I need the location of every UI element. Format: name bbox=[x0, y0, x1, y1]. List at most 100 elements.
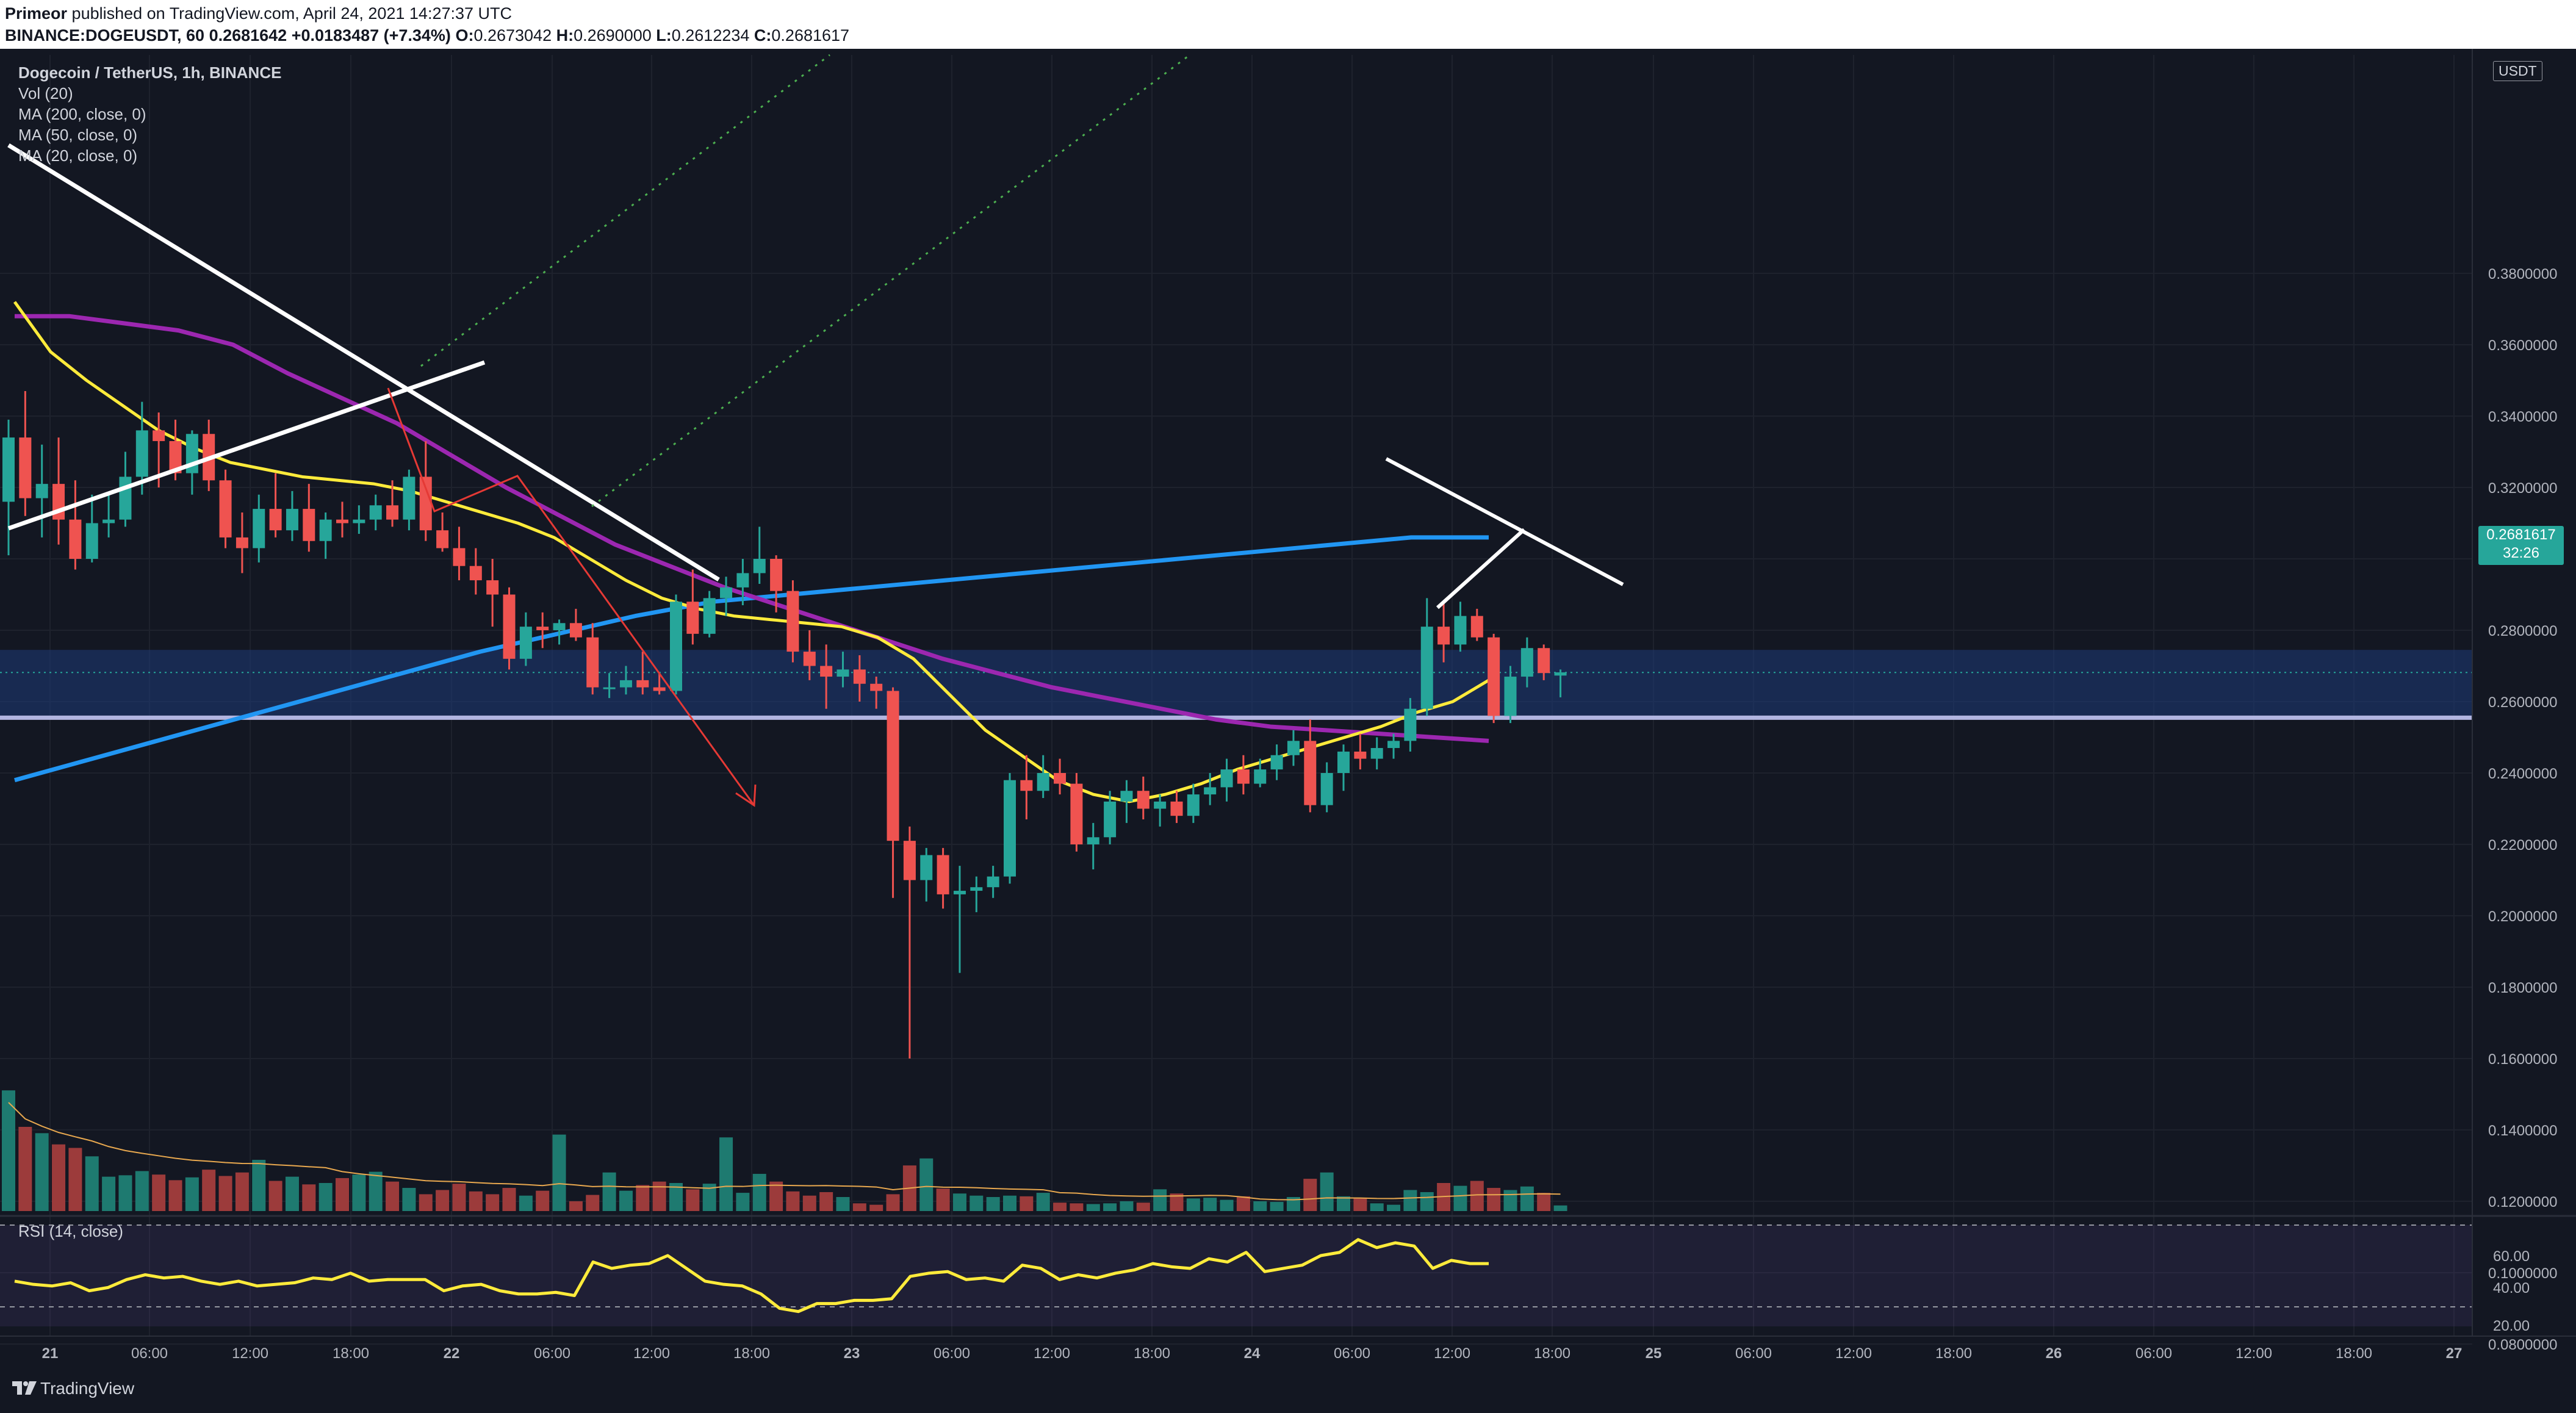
legend-item-ma200[interactable]: MA (200, close, 0) bbox=[18, 105, 146, 123]
candle-body[interactable] bbox=[1554, 672, 1567, 676]
candle-body[interactable] bbox=[436, 530, 449, 548]
candle-body[interactable] bbox=[119, 476, 132, 520]
candle-body[interactable] bbox=[553, 623, 566, 630]
candle-body[interactable] bbox=[870, 683, 883, 691]
drawings[interactable] bbox=[7, 54, 1624, 807]
candle-body[interactable] bbox=[1004, 780, 1016, 877]
downtrend-line[interactable] bbox=[7, 143, 720, 581]
candle-body[interactable] bbox=[803, 652, 816, 666]
candle-body[interactable] bbox=[1504, 677, 1517, 716]
candle-body[interactable] bbox=[135, 430, 148, 477]
author-name[interactable]: Primeor bbox=[5, 4, 68, 23]
candle-body[interactable] bbox=[486, 580, 499, 595]
projection-arrow[interactable] bbox=[387, 387, 755, 806]
candle-body[interactable] bbox=[853, 669, 866, 684]
candle-body[interactable] bbox=[1420, 627, 1433, 709]
candle-body[interactable] bbox=[269, 509, 282, 531]
tradingview-logo-icon[interactable] bbox=[11, 1378, 38, 1398]
candle-body[interactable] bbox=[736, 573, 749, 588]
candle-body[interactable] bbox=[419, 476, 432, 531]
candle-body[interactable] bbox=[1220, 769, 1233, 788]
candle-body[interactable] bbox=[69, 519, 82, 559]
candle-body[interactable] bbox=[836, 669, 849, 677]
candle-body[interactable] bbox=[1104, 801, 1117, 838]
candle-body[interactable] bbox=[1354, 751, 1367, 759]
candle-body[interactable] bbox=[1454, 616, 1467, 645]
tradingview-brand[interactable]: TradingView bbox=[40, 1379, 135, 1398]
candle-body[interactable] bbox=[603, 687, 616, 689]
candle-body[interactable] bbox=[1337, 751, 1350, 773]
candle-body[interactable] bbox=[686, 602, 699, 634]
candle-body[interactable] bbox=[303, 509, 315, 541]
candle-body[interactable] bbox=[786, 591, 799, 652]
candle-body[interactable] bbox=[920, 855, 933, 880]
candle-body[interactable] bbox=[153, 430, 165, 441]
candle-body[interactable] bbox=[1254, 769, 1267, 784]
candle-body[interactable] bbox=[887, 691, 899, 841]
candle-body[interactable] bbox=[386, 505, 399, 520]
legend-item-volume[interactable]: Vol (20) bbox=[18, 84, 73, 102]
candle-body[interactable] bbox=[1020, 780, 1033, 791]
candle-body[interactable] bbox=[953, 891, 966, 894]
candle-body[interactable] bbox=[353, 519, 365, 523]
pennant-upper-line[interactable] bbox=[1385, 457, 1624, 586]
candle-body[interactable] bbox=[619, 680, 632, 688]
candle-body[interactable] bbox=[236, 537, 248, 548]
candle-body[interactable] bbox=[1304, 741, 1317, 805]
candle-body[interactable] bbox=[1170, 801, 1183, 816]
candle-body[interactable] bbox=[536, 627, 549, 630]
candle-body[interactable] bbox=[586, 637, 599, 688]
candle-body[interactable] bbox=[970, 887, 983, 891]
candle-body[interactable] bbox=[35, 484, 48, 498]
candle-body[interactable] bbox=[1070, 783, 1083, 844]
legend-item-ma20[interactable]: MA (20, close, 0) bbox=[18, 146, 138, 165]
candle-body[interactable] bbox=[1054, 773, 1067, 784]
candle-body[interactable] bbox=[1204, 787, 1217, 795]
candle-body[interactable] bbox=[286, 509, 298, 531]
candle-body[interactable] bbox=[169, 440, 182, 473]
candle-body[interactable] bbox=[753, 559, 766, 573]
candle-body[interactable] bbox=[403, 476, 416, 520]
candle-body[interactable] bbox=[987, 876, 999, 888]
candle-body[interactable] bbox=[1387, 741, 1400, 749]
candle-body[interactable] bbox=[219, 480, 232, 538]
candle-body[interactable] bbox=[770, 559, 783, 591]
candle-body[interactable] bbox=[1488, 637, 1500, 716]
candle-body[interactable] bbox=[1037, 773, 1049, 791]
candle-body[interactable] bbox=[19, 437, 32, 498]
candle-body[interactable] bbox=[1287, 741, 1300, 755]
candle-body[interactable] bbox=[1120, 791, 1133, 802]
candle-body[interactable] bbox=[1370, 748, 1383, 759]
candle-body[interactable] bbox=[103, 519, 115, 523]
candle-body[interactable] bbox=[1237, 769, 1250, 784]
ma50-line[interactable] bbox=[15, 314, 1489, 743]
candle-body[interactable] bbox=[469, 566, 482, 581]
legend-title[interactable]: Dogecoin / TetherUS, 1h, BINANCE bbox=[18, 63, 282, 82]
candle-body[interactable] bbox=[1437, 627, 1450, 645]
rsi-line[interactable] bbox=[14, 1238, 1489, 1314]
candle-body[interactable] bbox=[653, 687, 666, 691]
rsi-legend[interactable]: RSI (14, close) bbox=[18, 1222, 123, 1240]
candle-body[interactable] bbox=[703, 598, 716, 634]
candle-body[interactable] bbox=[453, 548, 466, 566]
candle-body[interactable] bbox=[1270, 755, 1283, 770]
pennant-lower-line[interactable] bbox=[1436, 528, 1526, 609]
candle-body[interactable] bbox=[1538, 648, 1550, 674]
candle-body[interactable] bbox=[903, 841, 916, 880]
candle-body[interactable] bbox=[937, 855, 949, 894]
candle-body[interactable] bbox=[319, 519, 332, 541]
uptrend-line[interactable] bbox=[7, 360, 486, 531]
legend-item-ma50[interactable]: MA (50, close, 0) bbox=[18, 126, 138, 144]
candle-body[interactable] bbox=[503, 594, 516, 659]
candle-body[interactable] bbox=[1470, 616, 1483, 638]
candle-body[interactable] bbox=[820, 666, 833, 677]
candle-body[interactable] bbox=[1137, 791, 1149, 809]
candle-body[interactable] bbox=[1187, 794, 1200, 816]
candle-body[interactable] bbox=[85, 523, 98, 559]
candle-body[interactable] bbox=[636, 680, 649, 688]
candle-body[interactable] bbox=[2, 437, 15, 502]
candle-body[interactable] bbox=[336, 519, 348, 523]
candle-body[interactable] bbox=[1087, 837, 1099, 844]
candle-body[interactable] bbox=[720, 587, 733, 599]
currency-badge[interactable]: USDT bbox=[2493, 61, 2542, 81]
